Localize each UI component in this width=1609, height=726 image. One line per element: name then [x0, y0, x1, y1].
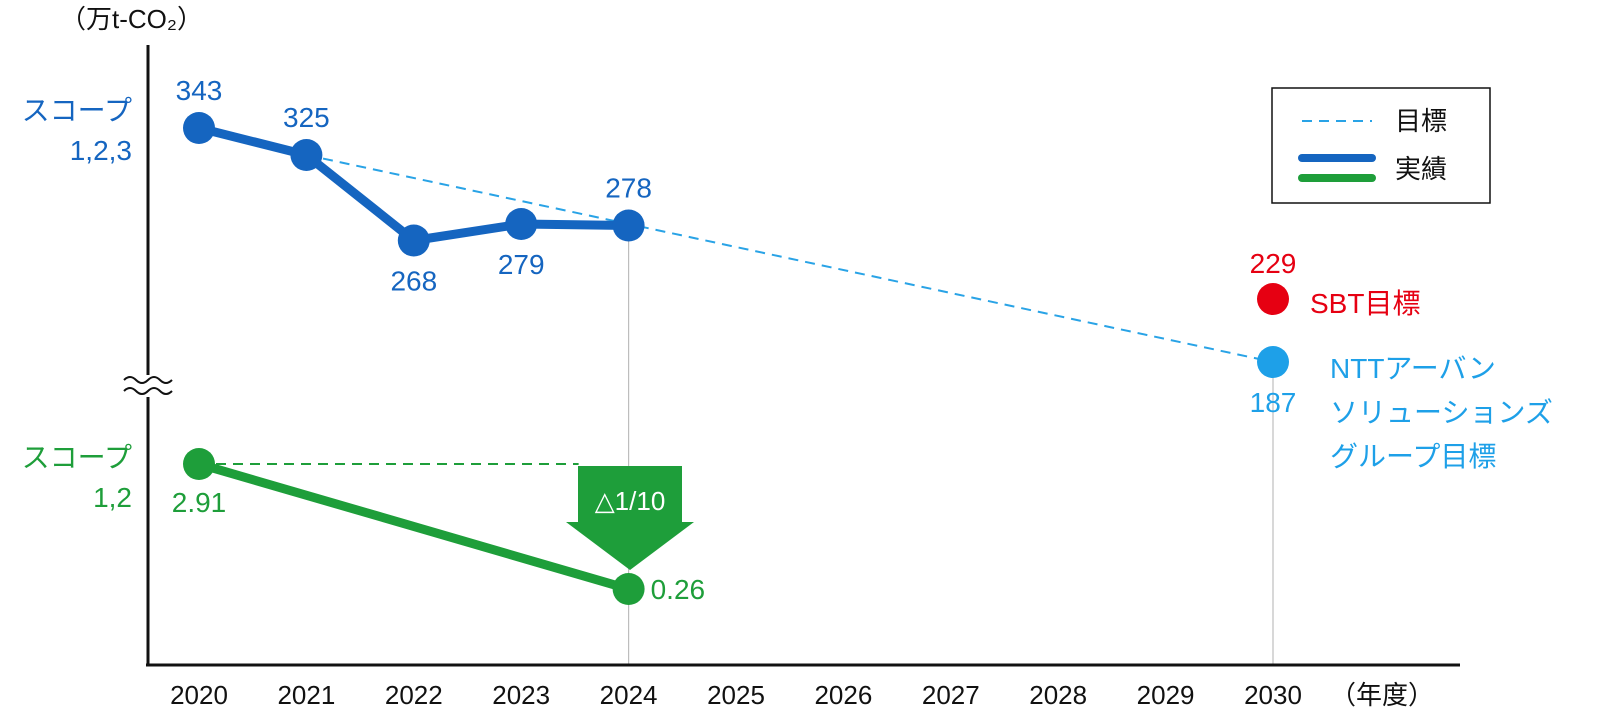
sbt-target-name: SBT目標 — [1310, 288, 1420, 319]
legend-actual-label: 実績 — [1395, 154, 1447, 184]
guide-lines — [627, 225, 1274, 665]
scope12-label: スコープ — [22, 442, 132, 473]
axis-break-icon — [123, 376, 173, 395]
scope123-value-label: 279 — [498, 249, 545, 280]
scope123-point — [183, 112, 215, 144]
x-tick-labels: 2020 2021 2022 2023 2024 2025 2026 2027 2028 2029… — [170, 680, 1302, 710]
scope12-actual-line — [197, 459, 630, 594]
scope123-actual-line — [197, 123, 629, 245]
scope123-value-label: 278 — [605, 173, 652, 204]
scope123-value-label: 343 — [176, 75, 223, 106]
scope12-point — [612, 573, 645, 605]
sbt-target-point — [1257, 283, 1289, 315]
x-tick-label: 2029 — [1137, 680, 1195, 710]
scope123-point — [397, 224, 430, 257]
sbt-target-value: 229 — [1250, 248, 1297, 279]
scope12-point — [183, 448, 215, 480]
x-tick-label: 2027 — [922, 680, 980, 710]
group-target-point — [1257, 346, 1289, 378]
x-tick-label: 2021 — [277, 680, 335, 710]
group-target-name-line3: グループ目標 — [1330, 441, 1496, 472]
x-tick-label: 2024 — [600, 680, 658, 710]
scope123-value-label: 268 — [390, 266, 437, 297]
scope123-label-sub: 1,2,3 — [70, 135, 132, 166]
x-tick-label: 2020 — [170, 680, 228, 710]
x-tick-label: 2026 — [814, 680, 872, 710]
scope123-target-line — [306, 154, 1274, 363]
x-tick-label: 2025 — [707, 680, 765, 710]
group-target-name-line2: ソリューションズ — [1330, 397, 1553, 428]
scope12-actual-series: 2.91 0.26 — [172, 448, 705, 605]
x-tick-label: 2023 — [492, 680, 550, 710]
scope12-value-label: 2.91 — [172, 487, 227, 518]
scope123-point — [290, 139, 323, 171]
scope123-point — [612, 209, 645, 242]
y-unit-label: （万t-CO₂） — [60, 4, 203, 34]
legend-box — [1271, 87, 1491, 204]
x-unit-label: （年度） — [1330, 680, 1434, 710]
legend-target-label: 目標 — [1395, 106, 1447, 136]
scope12-label-sub: 1,2 — [93, 482, 132, 513]
reduction-arrow: △1/10 — [566, 466, 694, 570]
x-tick-label: 2030 — [1244, 680, 1302, 710]
scope12-value-label: 0.26 — [651, 574, 706, 605]
scope123-label: スコープ — [22, 95, 132, 126]
scope123-value-label: 325 — [283, 102, 330, 133]
reduction-label: △1/10 — [595, 486, 666, 516]
x-tick-label: 2022 — [385, 680, 443, 710]
scope123-actual-series: 343 325 268 279 278 — [176, 75, 652, 297]
x-tick-label: 2028 — [1029, 680, 1087, 710]
scope123-point — [505, 208, 538, 240]
group-target-name-line1: NTTアーバン — [1330, 353, 1496, 384]
legend: 目標 実績 — [1271, 87, 1491, 204]
group-target-value: 187 — [1250, 387, 1297, 418]
axis-break-mask — [118, 375, 178, 397]
